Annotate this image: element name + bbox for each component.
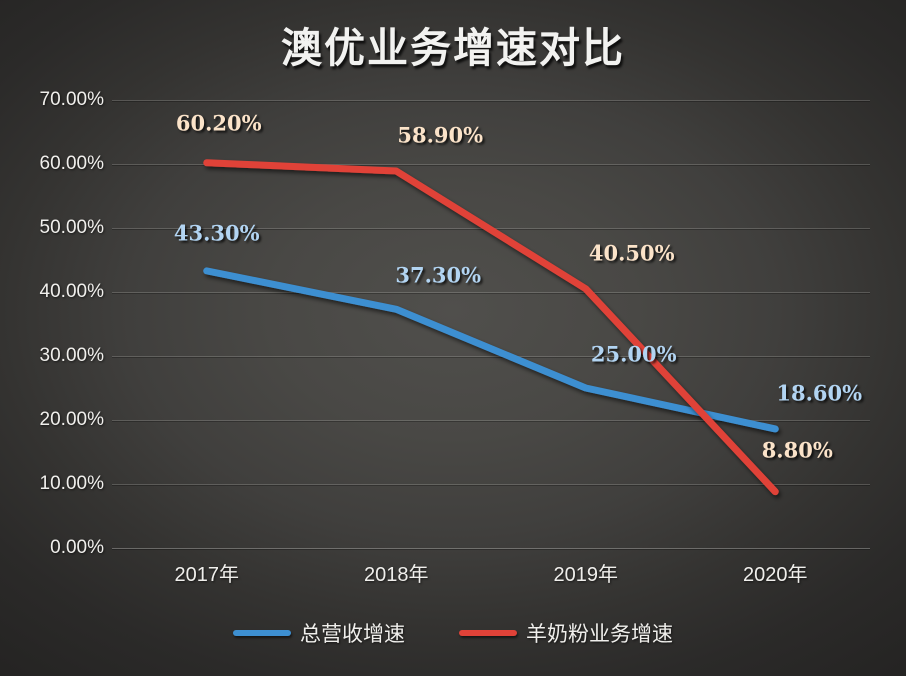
series-lines <box>203 159 779 496</box>
y-axis-tick-label: 30.00% <box>39 345 104 366</box>
y-axis-tick-label: 0.00% <box>50 537 104 558</box>
y-axis-tick-label: 40.00% <box>39 281 104 302</box>
x-axis: 2017年 2018年 2019年 2020年 <box>112 558 870 592</box>
data-point-label: 60.20% <box>175 110 262 136</box>
y-axis-tick-label: 10.00% <box>39 473 104 494</box>
series-line-goat-milk-powder <box>203 159 779 496</box>
legend-item-total-revenue[interactable]: 总营收增速 <box>233 618 405 648</box>
data-point-label: 8.80% <box>761 437 833 463</box>
y-axis-tick-label: 20.00% <box>39 409 104 430</box>
data-point-label: 18.60% <box>776 380 863 406</box>
plot-area: 43.30% 37.30% 25.00% 18.60% 60.20% 58.90% 40.5… <box>112 100 870 549</box>
gridline <box>112 100 870 101</box>
x-axis-tick-label: 2020年 <box>743 564 808 586</box>
gridline <box>112 420 870 421</box>
x-axis-tick-label: 2018年 <box>364 564 429 586</box>
x-axis-tick-label: 2017年 <box>174 564 240 586</box>
y-axis-tick-label: 70.00% <box>39 89 104 110</box>
legend-swatch-icon <box>459 630 517 636</box>
data-point-label: 40.50% <box>588 240 675 266</box>
legend-label: 总营收增速 <box>300 623 405 646</box>
y-axis: 0.00% 10.00% 20.00% 30.00% 40.00% 50.00% 60.00… <box>0 89 104 558</box>
y-axis-tick-label: 50.00% <box>39 217 104 238</box>
data-point-label: 37.30% <box>395 262 482 288</box>
x-axis-tick-label: 2019年 <box>553 564 619 586</box>
gridline <box>112 484 870 485</box>
legend-item-goat-milk-powder[interactable]: 羊奶粉业务增速 <box>459 618 673 648</box>
legend-swatch-icon <box>233 630 291 636</box>
gridline <box>112 548 870 549</box>
gridline <box>112 356 870 357</box>
series-line-total-revenue <box>203 267 779 433</box>
gridline <box>112 164 870 165</box>
y-axis-tick-label: 60.00% <box>39 153 104 174</box>
chart-title: 澳优业务增速对比 <box>281 24 625 72</box>
data-point-label: 25.00% <box>590 341 677 367</box>
gridline <box>112 292 870 293</box>
legend-label: 羊奶粉业务增速 <box>526 623 673 646</box>
data-point-label: 58.90% <box>397 122 484 148</box>
chart-legend: 总营收增速 羊奶粉业务增速 <box>0 618 906 648</box>
data-point-label: 43.30% <box>173 220 260 246</box>
